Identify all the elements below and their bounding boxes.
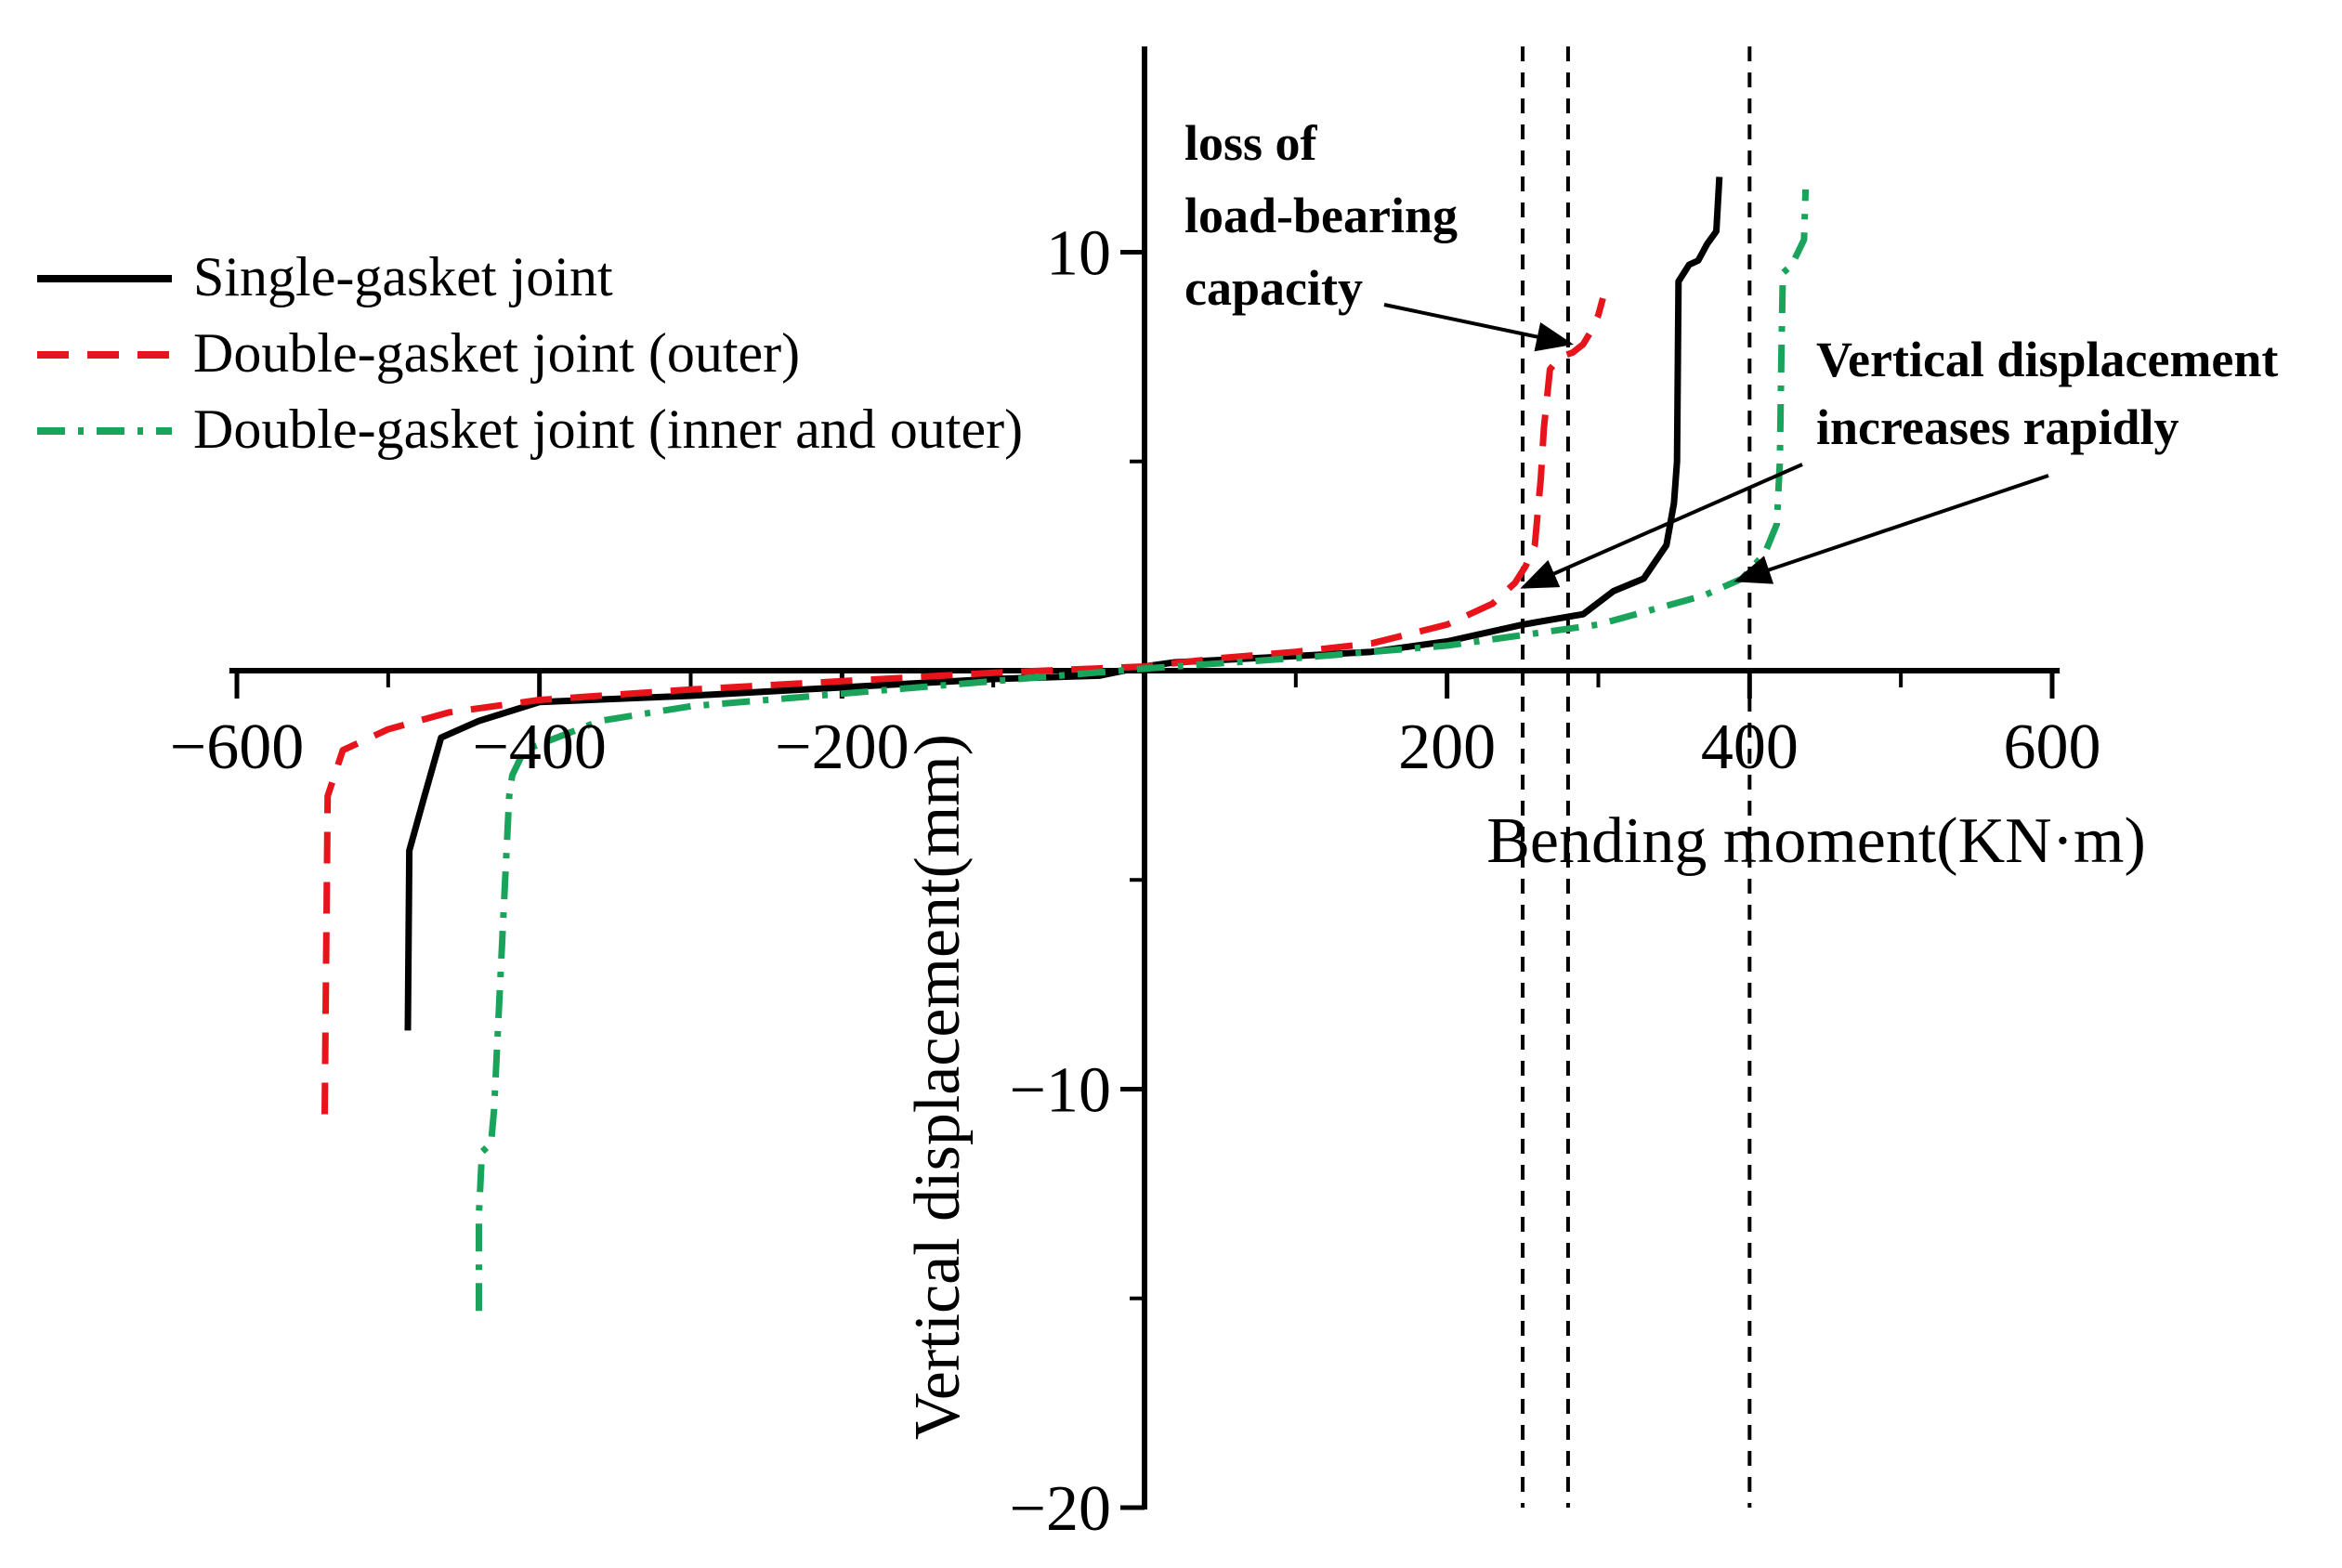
- y-tick-label: 10: [1046, 218, 1111, 290]
- x-tick-label: 400: [1701, 712, 1799, 783]
- x-tick-label: −200: [775, 712, 909, 783]
- y-tick-label: −10: [1010, 1055, 1111, 1127]
- legend-label-2: Double-gasket joint (outer): [193, 322, 800, 384]
- arrow-rapid-increase-2: [1734, 474, 2049, 584]
- x-tick-label: 200: [1398, 712, 1496, 783]
- legend-label-1: Single-gasket joint: [193, 246, 613, 307]
- series-line-3: [476, 189, 1810, 1312]
- arrow-loss-capacity: [1383, 303, 1574, 352]
- x-tick-label: −400: [472, 712, 606, 783]
- legend-label-3: Double-gasket joint (inner and outer): [193, 399, 1023, 460]
- series-line-2: [321, 297, 1606, 1115]
- x-tick-label: −600: [170, 712, 304, 783]
- legend: Single-gasket joint Double-gasket joint (…: [37, 246, 1023, 460]
- annotations: loss of load-bearing capacity Vertical disp…: [1184, 115, 2278, 589]
- annotation-rapid-increase-line: increases rapidly: [1816, 399, 2179, 455]
- arrow-rapid-increase-1: [1520, 463, 1803, 589]
- labels: −600 −400 −200 200 400 600 −20 −10 10 Bending mom…: [170, 218, 2146, 1546]
- series-layer: [321, 176, 1810, 1312]
- annotation-rapid-increase-line: Vertical displacement: [1816, 332, 2278, 387]
- annotation-loss-capacity-line: load-bearing: [1184, 188, 1458, 243]
- annotation-loss-capacity-line: capacity: [1184, 260, 1363, 316]
- x-tick-label: 600: [2003, 712, 2100, 783]
- y-tick-label: −20: [1010, 1473, 1111, 1545]
- annotation-loss-capacity-line: loss of: [1184, 115, 1318, 171]
- x-axis-title: Bending moment(KN·m): [1486, 805, 2146, 877]
- series-line-1: [404, 176, 1723, 1031]
- y-axis-title: Vertical displacement(mm): [902, 734, 974, 1440]
- reference-lines: [1521, 46, 1752, 1508]
